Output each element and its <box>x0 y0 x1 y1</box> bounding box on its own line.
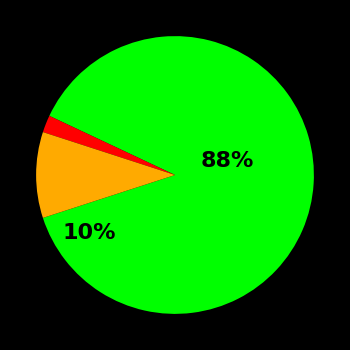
Wedge shape <box>43 116 175 175</box>
Wedge shape <box>36 132 175 218</box>
Wedge shape <box>43 36 314 314</box>
Text: 10%: 10% <box>62 223 116 243</box>
Text: 88%: 88% <box>201 151 254 171</box>
